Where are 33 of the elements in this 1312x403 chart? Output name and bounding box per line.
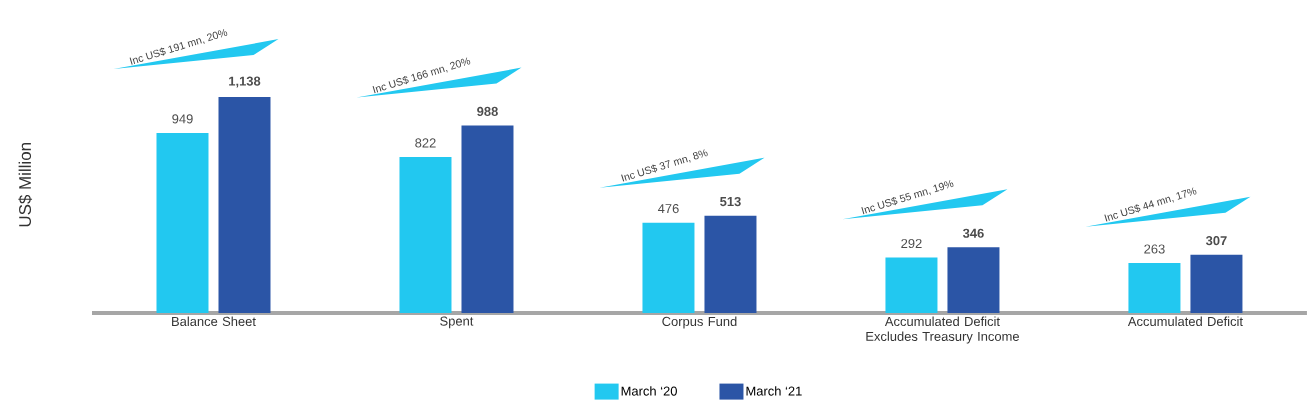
bar <box>218 97 271 313</box>
data-label: 513 <box>720 196 741 207</box>
data-label: 822 <box>415 138 436 148</box>
x-tick-label: Spent <box>440 316 474 329</box>
data-label: 292 <box>901 238 922 249</box>
x-tick-label: Balance Sheet <box>172 316 256 327</box>
bar <box>1128 263 1181 313</box>
bar <box>947 247 1000 313</box>
data-label: 1,138 <box>229 76 261 88</box>
x-tick-label: Accumulated Deficit Excludes Treasury Income <box>866 316 1019 344</box>
text: Inc US$ 166 mn, 20% <box>372 57 471 94</box>
bar <box>704 215 757 313</box>
annotation: Inc US$ 44 mn, 17% <box>1104 187 1197 222</box>
bar <box>885 257 938 313</box>
bar <box>1190 254 1243 313</box>
x-tick-label: Corpus Fund <box>662 316 737 329</box>
bar <box>461 125 514 313</box>
legend-label: March ‘21 <box>746 386 802 396</box>
y-axis-title: US$ Million <box>18 143 33 227</box>
data-label: 476 <box>657 204 679 214</box>
legend-label: March ‘20 <box>621 386 677 396</box>
x-tick-label: Accumulated Deficit <box>1127 316 1243 327</box>
data-label: 988 <box>477 106 498 117</box>
data-label: 346 <box>962 228 984 238</box>
text: Inc US$ 191 mn, 20% <box>129 28 228 65</box>
annotation: Inc US$ 37 mn, 8% <box>621 149 708 182</box>
annotation: Inc US$ 55 mn, 19% <box>861 180 954 215</box>
data-label: 263 <box>1144 244 1165 254</box>
data-label: 949 <box>172 114 193 124</box>
data-label: 307 <box>1205 236 1227 246</box>
bar <box>642 222 695 313</box>
bar <box>399 157 452 313</box>
bar <box>156 132 209 313</box>
